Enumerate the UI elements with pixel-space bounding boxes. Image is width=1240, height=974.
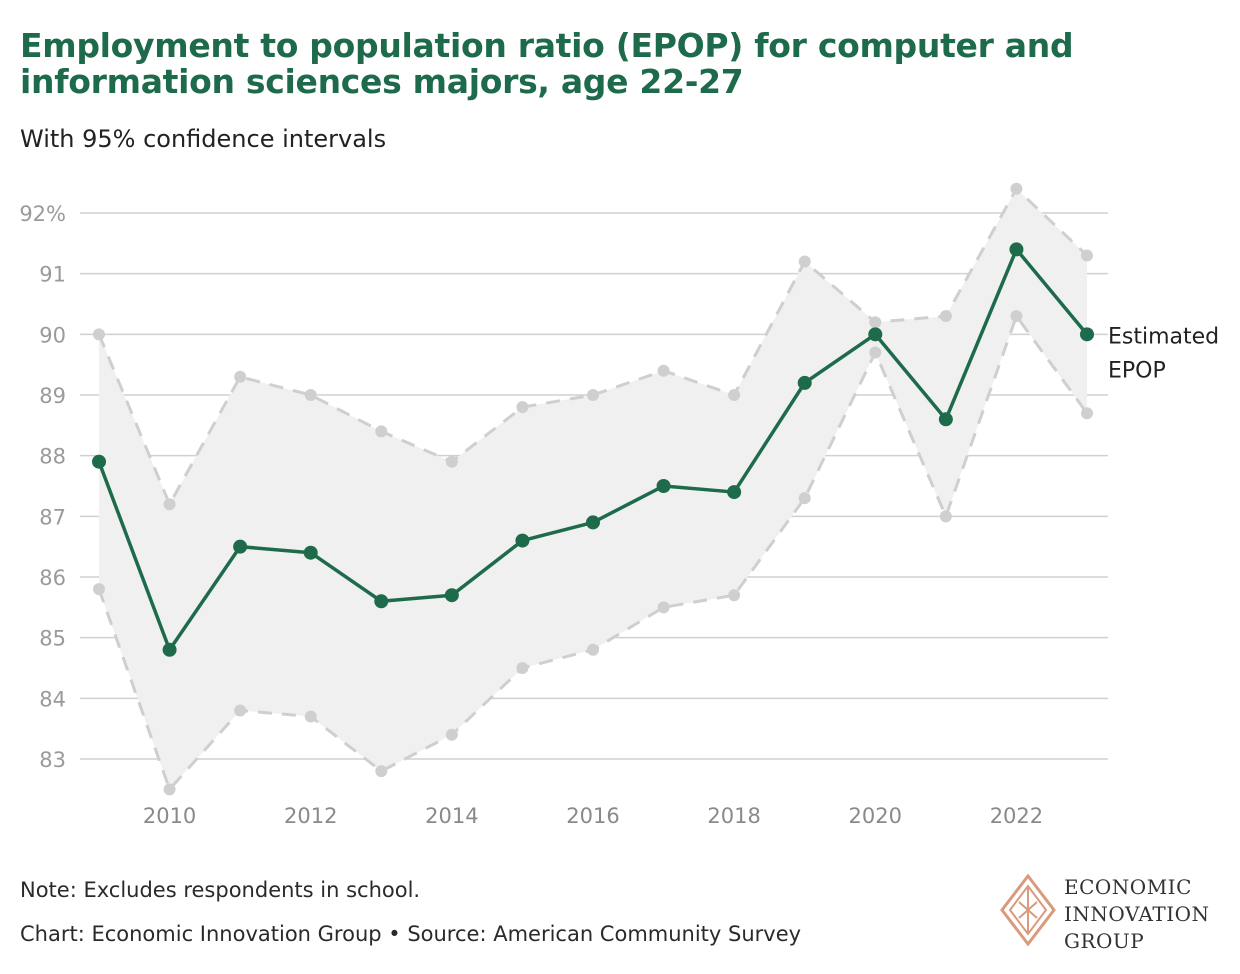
upper-ci-line	[97, 187, 1089, 506]
estimate-point-2013	[374, 594, 389, 609]
lower-ci-point-2012	[304, 710, 317, 723]
upper-ci-point-2012	[304, 389, 317, 401]
upper-ci-point-2019	[798, 255, 811, 268]
estimate-point-2014	[444, 588, 459, 603]
estimate-point-2022	[1009, 242, 1024, 257]
x-tick-label-2012: 2012	[284, 804, 337, 828]
eig-logo-icon	[1000, 873, 1056, 947]
upper-ci-point-2016	[587, 389, 599, 401]
upper-ci-point-2009	[93, 328, 105, 341]
confidence-interval-lines	[93, 182, 1093, 796]
y-tick-label-88: 88	[39, 445, 66, 469]
chart-source: Chart: Economic Innovation Group • Sourc…	[20, 922, 802, 946]
lower-ci-point-2018	[728, 589, 741, 602]
y-tick-label-86: 86	[39, 566, 66, 590]
lower-ci-point-2014	[445, 728, 458, 741]
lower-ci-point-2021	[939, 510, 952, 523]
logo-line-2: INNOVATION	[1064, 902, 1210, 926]
upper-ci-point-2017	[657, 364, 670, 377]
upper-ci-point-2013	[375, 425, 388, 438]
y-tick-label-84: 84	[39, 687, 66, 711]
x-tick-label-2020: 2020	[849, 804, 902, 828]
upper-ci-point-2018	[728, 389, 741, 401]
estimate-point-2020	[868, 327, 883, 342]
lower-ci-point-2015	[516, 662, 529, 674]
lower-ci-point-2010	[163, 783, 176, 796]
x-tick-label-2022: 2022	[990, 804, 1043, 828]
chart-title: Employment to population ratio (EPOP) fo…	[20, 26, 1074, 101]
estimate-point-2011	[233, 539, 248, 554]
x-tick-label-2018: 2018	[707, 804, 760, 828]
lower-ci-point-2009	[93, 583, 105, 596]
estimate-point-2010	[162, 642, 177, 657]
confidence-band	[99, 188, 1087, 790]
y-tick-label-92: 92%	[19, 202, 66, 226]
x-tick-label-2010: 2010	[143, 804, 196, 828]
y-tick-label-90: 90	[39, 323, 66, 347]
estimate-point-2016	[586, 515, 600, 530]
y-tick-label-91: 91	[39, 263, 66, 287]
y-tick-label-87: 87	[39, 505, 66, 529]
lower-ci-point-2017	[657, 601, 670, 614]
estimate-point-2019	[797, 375, 812, 390]
y-tick-label-83: 83	[39, 748, 66, 772]
estimate-point-2023	[1080, 327, 1094, 342]
lower-ci-point-2023	[1081, 407, 1093, 420]
lower-ci-point-2020	[869, 346, 882, 359]
estimate-point-2021	[938, 412, 953, 427]
chart-note: Note: Excludes respondents in school.	[20, 878, 421, 902]
logo-line-1: ECONOMIC	[1064, 875, 1192, 899]
y-tick-label-85: 85	[39, 627, 66, 651]
estimate-point-2012	[303, 545, 318, 560]
estimate-point-2015	[515, 533, 530, 548]
logo-line-3: GROUP	[1064, 929, 1145, 953]
series-label-line-2: EPOP	[1108, 358, 1166, 383]
upper-ci-point-2010	[163, 498, 176, 511]
lower-ci-point-2019	[798, 492, 811, 505]
lower-ci-point-2011	[234, 704, 247, 717]
axis-labels: 83 84 85 86 87 88 89 90 91 92% 2010 2012 2014 2016 201…	[19, 202, 1219, 828]
estimate-point-2009	[92, 454, 106, 469]
ci-band-area	[99, 188, 1087, 790]
upper-ci-point-2021	[939, 310, 952, 323]
upper-ci-point-2023	[1081, 249, 1093, 262]
upper-ci-point-2020	[869, 316, 882, 329]
x-tick-label-2014: 2014	[425, 804, 478, 828]
estimate-point-2018	[727, 485, 742, 500]
lower-ci-point-2013	[375, 765, 388, 778]
estimate-series	[92, 242, 1094, 657]
estimate-point-2017	[656, 479, 671, 493]
x-tick-label-2016: 2016	[566, 804, 619, 828]
lower-ci-point-2016	[587, 643, 599, 656]
y-tick-label-89: 89	[39, 384, 66, 408]
chart-subtitle: With 95% confidence intervals	[20, 125, 387, 153]
lower-ci-point-2022	[1010, 310, 1023, 323]
upper-ci-point-2015	[516, 401, 529, 414]
series-label-line-1: Estimated	[1108, 324, 1219, 349]
upper-ci-point-2011	[234, 370, 247, 383]
eig-logo: ECONOMIC INNOVATION GROUP	[998, 872, 1228, 953]
upper-ci-point-2014	[445, 455, 458, 468]
upper-ci-point-2022	[1010, 182, 1023, 195]
